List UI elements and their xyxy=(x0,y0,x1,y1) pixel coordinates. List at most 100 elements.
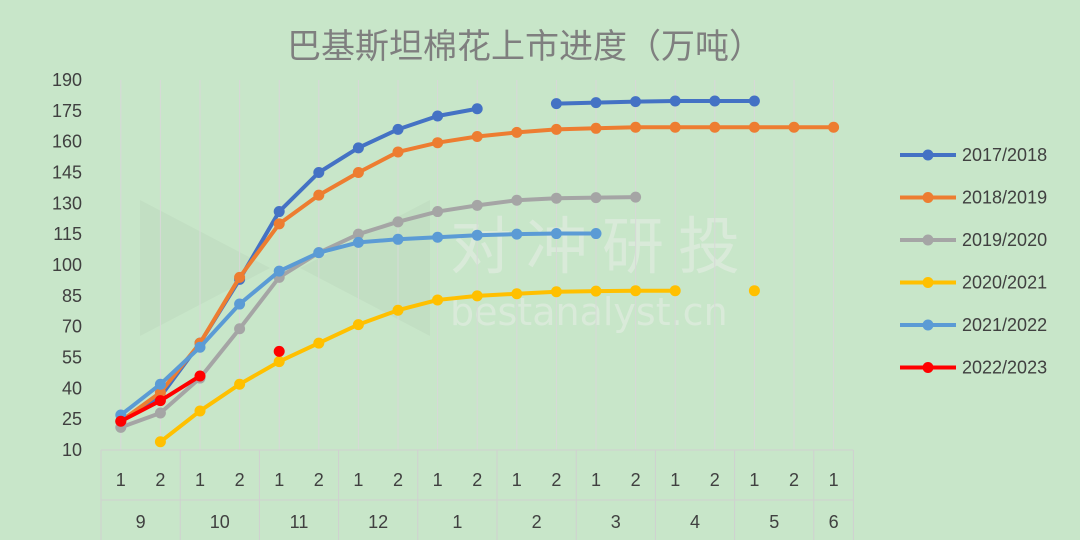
y-tick-label: 175 xyxy=(52,101,82,121)
x-tick-label: 2 xyxy=(393,470,403,490)
legend-item[interactable]: 2021/2022 xyxy=(900,315,1047,335)
legend-item[interactable]: 2020/2021 xyxy=(900,273,1047,293)
series-line xyxy=(554,98,757,106)
data-point xyxy=(432,294,444,306)
y-tick-label: 130 xyxy=(52,193,82,213)
data-point xyxy=(432,137,444,149)
data-point xyxy=(709,95,721,107)
data-point xyxy=(590,192,602,204)
data-point xyxy=(392,123,404,135)
data-point xyxy=(669,121,681,133)
series-2022/2023 xyxy=(115,345,285,427)
data-point xyxy=(313,247,325,259)
y-tick-label: 190 xyxy=(52,70,82,90)
data-point xyxy=(352,167,364,178)
y-tick-label: 25 xyxy=(62,409,82,429)
legend-label: 2022/2023 xyxy=(962,358,1047,378)
data-point xyxy=(788,121,800,133)
data-point xyxy=(313,167,325,178)
y-tick-label: 40 xyxy=(62,378,82,398)
legend-item[interactable]: 2019/2020 xyxy=(900,230,1047,250)
data-point xyxy=(471,131,483,143)
x-axis: 1 2 1 2 1 2 1 2 1 2 1 2 1 2 1 2 1 2 19 10 11 12 1 2 3 4 5 6 xyxy=(100,449,854,540)
x-month-label: 10 xyxy=(210,512,230,532)
x-tick-label: 2 xyxy=(710,470,720,490)
data-point xyxy=(590,228,602,240)
x-tick-label: 1 xyxy=(274,470,284,490)
legend-swatch-marker xyxy=(922,234,934,246)
data-point xyxy=(748,95,760,107)
x-tick-label: 1 xyxy=(353,470,363,490)
data-point xyxy=(630,285,642,297)
x-tick-label: 2 xyxy=(789,470,799,490)
x-tick-label: 2 xyxy=(631,470,641,490)
data-point xyxy=(392,216,404,228)
data-point xyxy=(550,286,562,298)
legend-item[interactable]: 2018/2019 xyxy=(900,188,1047,208)
series-group xyxy=(115,95,840,448)
data-point xyxy=(748,285,760,297)
data-point xyxy=(273,218,285,230)
data-point xyxy=(550,98,562,110)
data-point xyxy=(352,236,364,248)
x-month-label: 11 xyxy=(290,512,309,532)
legend-label: 2017/2018 xyxy=(962,145,1047,165)
x-tick-label: 1 xyxy=(670,470,680,490)
x-tick-label: 2 xyxy=(314,470,324,490)
legend-label: 2020/2021 xyxy=(962,273,1047,293)
x-tick-label: 1 xyxy=(116,470,126,490)
data-point xyxy=(392,233,404,245)
y-tick-label: 85 xyxy=(62,286,82,306)
data-point xyxy=(669,95,681,107)
data-point xyxy=(234,271,246,283)
y-tick-label: 115 xyxy=(53,224,82,244)
data-point xyxy=(154,395,166,407)
series-line xyxy=(118,195,638,430)
x-tick-label: 1 xyxy=(512,470,522,490)
data-point xyxy=(550,228,562,240)
series-line xyxy=(158,288,678,444)
x-tick-label: 2 xyxy=(155,470,165,490)
data-point xyxy=(511,126,523,138)
y-tick-label: 10 xyxy=(62,440,82,460)
data-point xyxy=(590,97,602,109)
x-tick-label: 2 xyxy=(235,470,245,490)
legend-item[interactable]: 2022/2023 xyxy=(900,358,1047,378)
data-point xyxy=(115,415,127,427)
data-point xyxy=(273,356,285,368)
legend-swatch-marker xyxy=(922,319,934,331)
data-point xyxy=(154,407,166,419)
grid xyxy=(120,80,835,450)
x-tick-label: 1 xyxy=(591,470,601,490)
x-month-label: 9 xyxy=(136,512,146,532)
x-tick-label: 1 xyxy=(749,470,759,490)
legend-item[interactable]: 2017/2018 xyxy=(900,145,1047,165)
data-point xyxy=(313,337,325,349)
data-point xyxy=(828,121,840,133)
data-point xyxy=(550,192,562,204)
data-point xyxy=(273,345,285,357)
data-point xyxy=(194,405,206,417)
data-point xyxy=(511,288,523,300)
data-point xyxy=(154,378,166,390)
x-month-label: 12 xyxy=(368,512,388,532)
y-tick-label: 100 xyxy=(52,255,82,275)
legend[interactable]: 2017/2018 2018/2019 2019/2020 2020/2021 2021… xyxy=(900,145,1047,378)
x-month-label: 6 xyxy=(829,512,839,532)
watermark-en: bestanalyst.cn xyxy=(450,290,728,334)
watermark: 对冲研投 bestanalyst.cn xyxy=(140,200,740,336)
data-point xyxy=(234,323,246,335)
legend-swatch-marker xyxy=(922,192,934,203)
data-point xyxy=(194,341,206,353)
series-2020/2021 xyxy=(154,285,760,448)
data-point xyxy=(234,378,246,390)
data-point xyxy=(471,103,483,115)
x-tick-label: 2 xyxy=(472,470,482,490)
data-point xyxy=(471,229,483,241)
data-point xyxy=(590,285,602,297)
x-tick-label: 1 xyxy=(195,470,205,490)
data-point xyxy=(511,194,523,206)
data-point xyxy=(709,121,721,133)
